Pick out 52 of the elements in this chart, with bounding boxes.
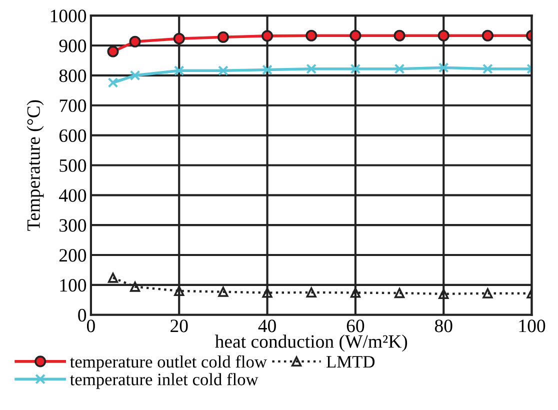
y-tick-label: 1000: [50, 10, 86, 22]
legend-label: temperature outlet cold flow: [70, 355, 267, 372]
x-tick-label: 0: [86, 320, 95, 332]
x-tick-label: 60: [346, 320, 364, 332]
point: [262, 288, 272, 298]
point: [217, 31, 229, 43]
point: [262, 30, 274, 42]
point: [350, 30, 362, 42]
x-axis-title: heat conduction (W/m²K): [215, 334, 408, 352]
point: [108, 272, 118, 283]
point: [108, 77, 118, 88]
point: [306, 64, 317, 74]
point: [129, 36, 141, 48]
legend-label: LMTD: [326, 356, 375, 368]
point: [394, 288, 405, 298]
point: [394, 30, 406, 42]
x-tick-label: 40: [258, 320, 276, 332]
x-tick-label: 20: [170, 320, 188, 332]
point: [107, 46, 119, 58]
point: [173, 32, 185, 44]
y-tick-label: 600: [59, 129, 86, 142]
point: [438, 288, 449, 299]
x-tick-label: 100: [519, 320, 546, 332]
x-tick-label: 80: [434, 320, 452, 332]
point: [174, 65, 184, 76]
y-tick-label: 0: [78, 308, 86, 322]
y-tick-label: 500: [60, 159, 86, 172]
y-tick-label: 200: [59, 249, 86, 262]
point: [350, 64, 361, 74]
y-tick-label: 300: [60, 219, 86, 232]
y-tick-label: 900: [59, 40, 86, 52]
point: [438, 62, 449, 73]
y-tick-label: 700: [60, 99, 86, 112]
y-tick-label: 400: [59, 189, 86, 202]
point: [130, 282, 140, 292]
point: [350, 288, 361, 298]
point: [218, 286, 228, 297]
point: [482, 64, 493, 74]
point: [394, 64, 405, 74]
point: [306, 30, 318, 42]
y-axis-title: Temperature (°C): [26, 100, 44, 231]
legend-label: temperature inlet cold flow: [70, 372, 258, 389]
y-tick-label: 800: [59, 69, 86, 82]
point: [306, 287, 316, 298]
point: [482, 288, 493, 298]
point: [482, 30, 494, 42]
point: [218, 65, 228, 76]
y-tick-label: 100: [60, 278, 86, 292]
point: [130, 70, 140, 81]
point: [438, 30, 450, 42]
point: [174, 286, 184, 296]
point: [262, 64, 272, 75]
